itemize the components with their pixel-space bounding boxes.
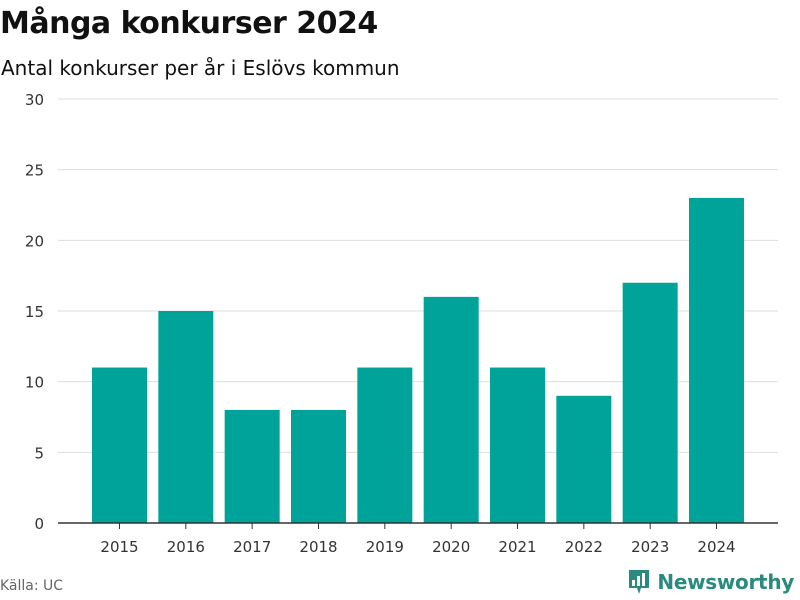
bar-2020 [423,296,479,523]
y-tick-label: 20 [25,232,44,250]
x-tick-labels: 2015 2016 2017 2018 2019 2020 2021 2022 2023 2024 [100,538,735,556]
brand-logo: Newsworthy [627,568,794,596]
y-tick-label: 0 [34,515,44,533]
bar-2023 [622,282,678,523]
bar-2015 [92,367,147,523]
y-tick-labels: 0 5 10 15 20 25 30 [25,91,44,533]
y-tick-label: 25 [25,162,44,180]
x-tick-label: 2021 [498,538,536,556]
x-tick-label: 2022 [565,538,603,556]
chart-subtitle: Antal konkurser per år i Eslövs kommun [1,56,400,80]
newsworthy-logo-icon [629,570,650,594]
bar-2018 [291,409,346,523]
x-tick-label: 2020 [432,538,470,556]
y-tick-label: 15 [25,303,44,321]
bar-2019 [357,367,413,523]
bar-2022 [556,395,612,523]
x-tick-label: 2017 [233,538,271,556]
bar-2017 [224,409,280,523]
x-tick-label: 2023 [631,538,669,556]
bar-2021 [490,367,545,523]
y-tick-label: 10 [25,374,44,392]
bar-2024 [689,197,744,523]
y-tick-label: 5 [34,444,44,462]
x-tick-label: 2016 [167,538,205,556]
brand-name: Newsworthy [657,570,794,594]
bars [92,197,744,523]
axes [58,522,778,529]
bar-2016 [158,311,214,523]
source-note: Källa: UC [0,578,64,594]
chart-title: Många konkurser 2024 [0,6,378,41]
x-tick-label: 2018 [299,538,337,556]
x-tick-label: 2024 [697,538,735,556]
y-tick-label: 30 [25,91,44,109]
x-tick-label: 2019 [366,538,404,556]
x-tick-label: 2015 [100,538,138,556]
